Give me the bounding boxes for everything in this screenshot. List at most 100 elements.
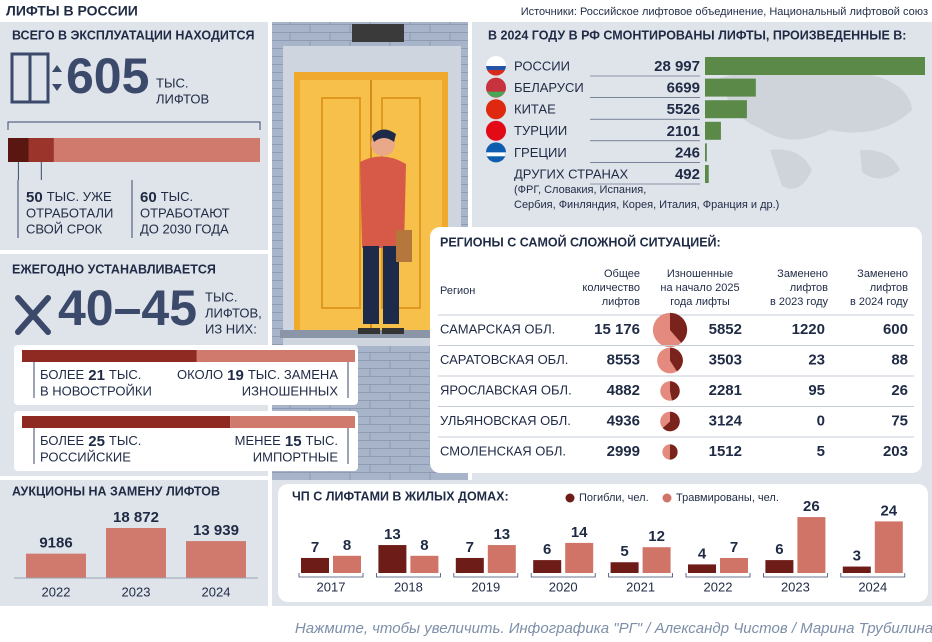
country-name: КИТАЕ bbox=[514, 102, 556, 117]
replaced-value: 88 bbox=[891, 351, 908, 368]
country-name: ДРУГИХ СТРАНАХ bbox=[514, 166, 629, 181]
flag-part bbox=[487, 70, 505, 76]
pie-worn bbox=[670, 347, 683, 372]
country-value: 28 997 bbox=[654, 58, 700, 75]
country-name: РОССИИ bbox=[514, 58, 570, 73]
pie-worn bbox=[670, 312, 688, 343]
auction-bar bbox=[106, 528, 166, 578]
value-label: 13 939 bbox=[193, 522, 239, 539]
column-header: Заменено bbox=[777, 268, 828, 280]
value-label: 7 bbox=[466, 539, 474, 556]
value-label: 5 bbox=[620, 543, 628, 560]
value-label: 12 bbox=[648, 528, 665, 545]
country-name: ТУРЦИИ bbox=[514, 123, 567, 138]
x-tick-label: 2022 bbox=[42, 584, 71, 599]
footer-caption[interactable]: Нажмите, чтобы увеличить. Инфографика "Р… bbox=[295, 620, 932, 637]
value-label: 9186 bbox=[39, 535, 72, 552]
incident-bar bbox=[642, 547, 671, 573]
column-header: Изношенные bbox=[667, 268, 733, 280]
segment-label: 60 ТЫС. bbox=[140, 189, 193, 206]
x-tick-label: 2021 bbox=[626, 579, 655, 594]
total-value: 2999 bbox=[607, 443, 640, 460]
value-label: 6 bbox=[543, 541, 551, 558]
segment-label: ДО 2030 ГОДА bbox=[140, 221, 229, 236]
x-tick-label: 2020 bbox=[549, 579, 578, 594]
x-tick-label: 2024 bbox=[202, 584, 231, 599]
legend-marker bbox=[565, 493, 575, 503]
value-label: 7 bbox=[311, 539, 319, 556]
region-name: ЯРОСЛАВСКАЯ ОБЛ. bbox=[440, 382, 572, 397]
legend-label: Погибли, чел. bbox=[579, 492, 649, 504]
pie-worn bbox=[662, 411, 680, 432]
flag-part bbox=[486, 87, 506, 92]
section-title: ВСЕГО В ЭКСПЛУАТАЦИИ НАХОДИТСЯ bbox=[12, 28, 255, 42]
flag-icon bbox=[486, 56, 506, 76]
worn-value: 5852 bbox=[709, 321, 742, 338]
column-header: количество bbox=[582, 282, 640, 294]
split-label-part: 21 bbox=[88, 367, 105, 384]
column-header: Общее bbox=[604, 268, 640, 280]
incident-bar bbox=[455, 557, 484, 573]
segment-label: 50 ТЫС. УЖЕ bbox=[26, 189, 112, 206]
legend-marker bbox=[662, 493, 672, 503]
incident-bar bbox=[410, 555, 439, 573]
column-header: в 2024 году bbox=[850, 296, 908, 308]
section-title: АУКЦИОНЫ НА ЗАМЕНУ ЛИФТОВ bbox=[12, 484, 220, 498]
worn-value: 2281 bbox=[709, 382, 742, 399]
incident-bar bbox=[797, 517, 826, 573]
incident-bar bbox=[765, 560, 794, 573]
incident-bar bbox=[333, 555, 361, 573]
tools-icon bbox=[15, 295, 51, 335]
country-bar bbox=[705, 121, 721, 140]
segment-bar bbox=[8, 138, 29, 162]
separator bbox=[268, 22, 272, 606]
elevator-icon bbox=[10, 52, 50, 104]
segment-label: ОТРАБОТАЮТ bbox=[140, 205, 230, 220]
incident-bar bbox=[688, 564, 716, 573]
incident-bar bbox=[533, 560, 562, 573]
country-value: 5526 bbox=[667, 101, 700, 118]
value-label: 8 bbox=[420, 537, 428, 554]
incident-bar bbox=[842, 566, 871, 573]
country-name: ГРЕЦИИ bbox=[514, 145, 567, 160]
header-bar bbox=[0, 0, 932, 22]
split-label-part: ОКОЛО bbox=[177, 367, 223, 382]
year-bracket bbox=[376, 573, 441, 578]
split-label: В НОВОСТРОЙКИ bbox=[40, 383, 152, 398]
country-name: БЕЛАРУСИ bbox=[514, 80, 584, 95]
value-label: 6 bbox=[775, 541, 783, 558]
split-label-part: ТЫС. bbox=[109, 367, 141, 382]
split-label: ИМПОРТНЫЕ bbox=[253, 449, 339, 464]
x-tick-label: 2023 bbox=[122, 584, 151, 599]
column-header: на начало 2025 bbox=[660, 282, 739, 294]
flag-icon bbox=[486, 99, 506, 120]
column-header: лифтов bbox=[870, 282, 908, 294]
country-bar bbox=[705, 57, 925, 75]
worn-value: 3124 bbox=[709, 412, 743, 429]
split-label: ОКОЛО 19 ТЫС. ЗАМЕНА bbox=[177, 367, 338, 384]
segment-label: СВОЙ СРОК bbox=[26, 221, 103, 236]
section-title: РЕГИОНЫ С САМОЙ СЛОЖНОЙ СИТУАЦИЕЙ: bbox=[440, 234, 721, 249]
replaced-value: 75 bbox=[891, 412, 908, 429]
value-label: 13 bbox=[493, 526, 510, 543]
year-bracket bbox=[608, 573, 673, 578]
flag-part bbox=[487, 113, 505, 119]
section-title: ЧП С ЛИФТАМИ В ЖИЛЫХ ДОМАХ: bbox=[292, 489, 509, 503]
value-label: 3 bbox=[853, 548, 861, 565]
year-bracket bbox=[840, 573, 906, 578]
region-name: СМОЛЕНСКАЯ ОБЛ. bbox=[440, 443, 566, 458]
year-bracket bbox=[298, 573, 364, 578]
flag-part bbox=[486, 152, 506, 157]
separator bbox=[0, 476, 272, 480]
replaced-value: 600 bbox=[883, 321, 908, 338]
x-tick-label: 2018 bbox=[394, 579, 423, 594]
column-header: Заменено bbox=[857, 268, 908, 280]
segment-bar bbox=[28, 138, 54, 162]
range-unit: ЛИФТОВ, bbox=[205, 305, 262, 320]
split-label-part: БОЛЕЕ bbox=[40, 433, 85, 448]
value-label: 7 bbox=[730, 539, 738, 556]
pie-worn bbox=[670, 381, 680, 401]
x-tick-label: 2023 bbox=[781, 579, 810, 594]
column-header: лифтов bbox=[790, 282, 828, 294]
legend-label: Травмированы, чел. bbox=[676, 492, 779, 504]
